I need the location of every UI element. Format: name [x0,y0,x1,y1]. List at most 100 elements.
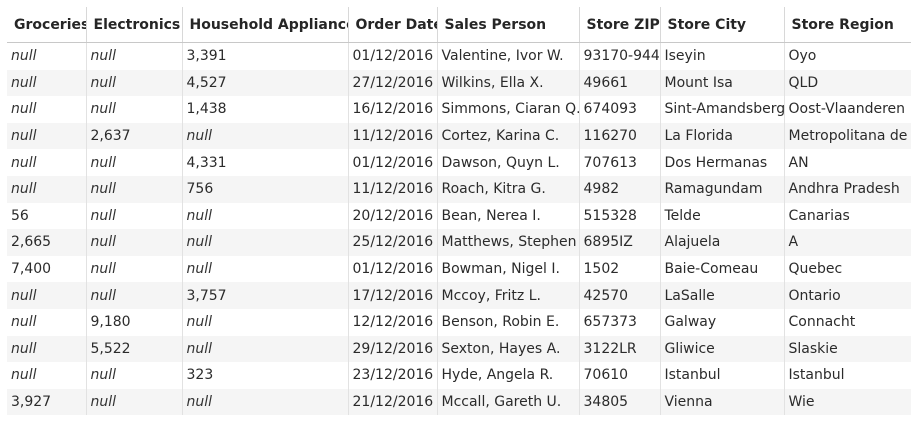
table-cell[interactable]: Vienna [660,388,785,416]
column-header[interactable]: Store Region [784,7,911,43]
column-header[interactable]: Groceries [7,7,87,43]
table-cell[interactable]: 34805 [579,388,661,416]
table-cell[interactable]: Gliwice [660,335,785,363]
table-cell[interactable]: Simmons, Ciaran Q. [437,96,580,123]
table-cell[interactable]: Canarias [788,207,850,224]
table-cell[interactable]: 21/12/2016 [348,388,438,416]
table-row[interactable]: null null 323 23/12/2016 Hyde, Angela R. 7061… [7,362,911,389]
table-cell[interactable]: null [7,335,87,363]
table-cell[interactable]: 1502 [579,255,661,283]
table-cell[interactable]: 20/12/2016 [348,202,438,230]
table-cell[interactable]: 116270 [579,122,661,150]
table-cell[interactable]: Iseyin [660,42,785,70]
table-row[interactable]: null 9,180 null 12/12/2016 Benson, Robin E. 6… [7,308,911,336]
table-cell[interactable]: Matthews, Stephen F [437,229,580,256]
table-cell[interactable]: 27/12/2016 [348,69,438,97]
table-cell[interactable]: Sexton, Hayes A. [437,335,580,363]
table-cell[interactable]: 23/12/2016 [348,362,438,389]
table-cell[interactable]: 756 [182,175,349,203]
table-cell[interactable]: Dos Hermanas [660,149,785,176]
table-cell[interactable]: 3122LR [579,335,661,363]
table-cell[interactable]: null [182,335,349,363]
table-cell[interactable]: 1,438 [182,96,349,123]
table-cell[interactable]: 5,522 [86,335,183,363]
table-cell[interactable]: 29/12/2016 [348,335,438,363]
table-cell[interactable]: LaSalle [660,282,785,309]
table-row[interactable]: null null 3,757 17/12/2016 Mccoy, Fritz L. 42… [7,282,911,309]
table-cell[interactable]: Sint-Amandsberg [660,96,785,123]
table-cell[interactable]: null [86,362,183,389]
table-cell[interactable]: Oyo [788,48,817,65]
table-cell[interactable]: null [182,202,349,230]
table-cell[interactable]: 9,180 [86,308,183,336]
table-row[interactable]: 3,927 null null 21/12/2016 Mccall, Gareth U.… [7,388,911,416]
table-cell[interactable]: 2,665 [7,229,87,256]
table-cell[interactable]: Benson, Robin E. [437,308,580,336]
table-cell[interactable]: 42570 [579,282,661,309]
table-row[interactable]: null null 4,331 01/12/2016 Dawson, Quyn L. 70… [7,149,911,176]
table-cell[interactable]: Oost-Vlaanderen [788,101,906,118]
table-cell[interactable]: 4982 [579,175,661,203]
table-cell[interactable]: Valentine, Ivor W. [437,42,580,70]
table-cell[interactable]: null [86,175,183,203]
table-cell[interactable]: 515328 [579,202,661,230]
table-cell[interactable]: null [7,282,87,309]
table-cell[interactable]: 93170-944 [579,42,661,70]
table-row[interactable]: null null 3,391 01/12/2016 Valentine, Ivor W… [7,42,911,70]
table-cell[interactable]: null [182,255,349,283]
table-cell[interactable]: 4,331 [182,149,349,176]
table-cell[interactable]: null [86,282,183,309]
column-header[interactable]: Order Date [348,7,438,43]
table-cell[interactable]: Ramagundam [660,175,785,203]
table-cell[interactable]: null [86,96,183,123]
table-cell[interactable]: 6895IZ [579,229,661,256]
table-cell[interactable]: 7,400 [7,255,87,283]
table-cell[interactable]: 657373 [579,308,661,336]
table-cell[interactable]: 11/12/2016 [348,175,438,203]
table-cell[interactable]: Mccall, Gareth U. [437,388,580,416]
column-header[interactable]: Electronics [86,7,183,43]
table-cell[interactable]: null [7,308,87,336]
table-cell[interactable]: 674093 [579,96,661,123]
table-cell[interactable]: 49661 [579,69,661,97]
table-cell[interactable]: null [7,149,87,176]
table-cell[interactable]: Bean, Nerea I. [437,202,580,230]
table-cell[interactable]: null [182,308,349,336]
table-cell[interactable]: null [7,175,87,203]
table-cell[interactable]: Roach, Kitra G. [437,175,580,203]
table-cell[interactable]: 12/12/2016 [348,308,438,336]
table-cell[interactable]: null [7,69,87,97]
table-cell[interactable]: Andhra Pradesh [784,175,911,203]
table-row[interactable]: 56 null null 20/12/2016 Bean, Nerea I. 515328… [7,202,911,230]
table-cell[interactable]: Istanbul [788,367,845,384]
table-cell[interactable]: Istanbul [660,362,785,389]
table-cell[interactable]: null [7,96,87,123]
table-cell[interactable]: 2,637 [86,122,183,150]
table-cell[interactable]: Alajuela [660,229,785,256]
table-cell[interactable]: null [86,202,183,230]
table-row[interactable]: 2,665 null null 25/12/2016 Matthews, Stephen… [7,229,911,256]
table-cell[interactable]: 707613 [579,149,661,176]
table-row[interactable]: null null 4,527 27/12/2016 Wilkins, Ella X. 4… [7,69,911,97]
table-cell[interactable]: 17/12/2016 [348,282,438,309]
table-cell[interactable]: 01/12/2016 [348,42,438,70]
table-cell[interactable]: Connacht [788,314,856,331]
table-cell[interactable]: null [86,69,183,97]
table-row[interactable]: null 5,522 null 29/12/2016 Sexton, Hayes A. 3… [7,335,911,363]
table-cell[interactable]: Bowman, Nigel I. [437,255,580,283]
table-cell[interactable]: Dawson, Quyn L. [437,149,580,176]
table-row[interactable]: null null 756 11/12/2016 Roach, Kitra G. 4982… [7,175,911,203]
table-row[interactable]: 7,400 null null 01/12/2016 Bowman, Nigel I. 1… [7,255,911,283]
table-cell[interactable]: Hyde, Angela R. [437,362,580,389]
table-cell[interactable]: null [182,229,349,256]
table-cell[interactable]: A [784,229,911,256]
table-cell[interactable]: Telde [660,202,785,230]
table-cell[interactable]: null [86,42,183,70]
table-cell[interactable]: null [86,255,183,283]
column-header[interactable]: Store City [660,7,785,43]
table-row[interactable]: null 2,637 null 11/12/2016 Cortez, Karina C.… [7,122,911,150]
table-cell[interactable]: 3,927 [7,388,87,416]
table-cell[interactable]: Ontario [784,282,911,309]
table-cell[interactable]: 11/12/2016 [348,122,438,150]
table-cell[interactable]: null [86,149,183,176]
